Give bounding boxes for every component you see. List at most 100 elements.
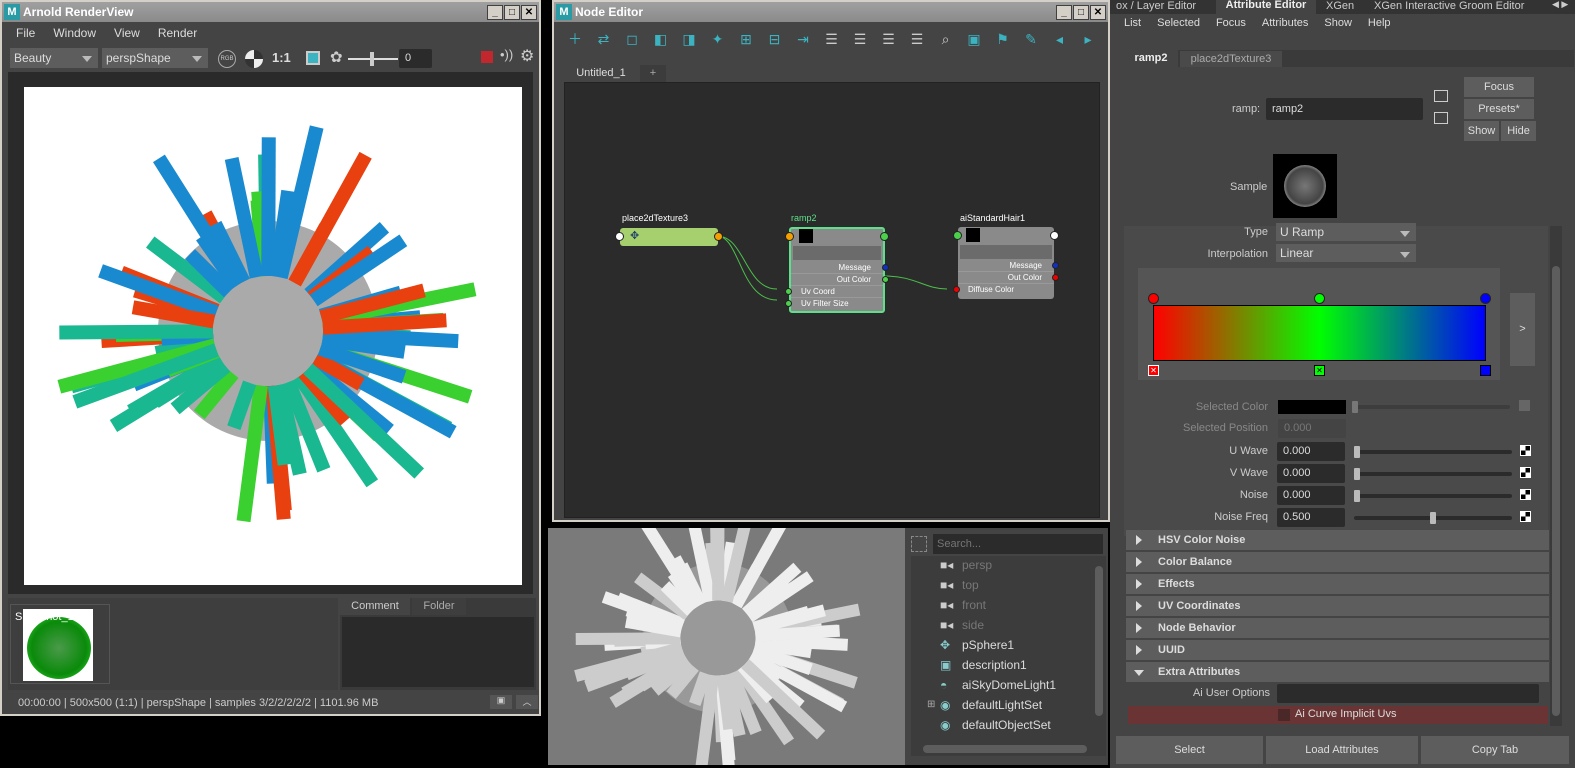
node-graph[interactable]: place2dTexture3 ✥ ramp2 Message Out Colo… bbox=[564, 82, 1100, 518]
ramp-name-field[interactable]: ramp2 bbox=[1266, 98, 1423, 120]
outliner-item[interactable]: ▣ description1 bbox=[940, 655, 1027, 675]
layout-custom-icon[interactable]: ☰ bbox=[910, 31, 924, 47]
outliner-search-input[interactable] bbox=[933, 534, 1103, 554]
horizontal-scrollbar[interactable] bbox=[923, 745, 1087, 753]
ai-user-options-field[interactable] bbox=[1277, 684, 1539, 703]
tab-scroll-arrows[interactable]: ◀ ▶ bbox=[1552, 0, 1569, 9]
ramp-expand-button[interactable]: > bbox=[1510, 293, 1535, 366]
section-header[interactable]: Node Behavior bbox=[1126, 618, 1549, 638]
attr-value-field[interactable]: 0.000 bbox=[1277, 486, 1345, 505]
input-port[interactable] bbox=[953, 231, 962, 240]
menu-file[interactable]: File bbox=[16, 26, 36, 40]
comment-textarea[interactable] bbox=[342, 617, 534, 687]
tab-layer-editor[interactable]: ox / Layer Editor bbox=[1116, 0, 1197, 12]
menu-selected[interactable]: Selected bbox=[1157, 17, 1200, 29]
slider-handle[interactable] bbox=[1354, 446, 1360, 458]
vertical-scrollbar[interactable] bbox=[1095, 566, 1103, 716]
menu-help[interactable]: Help bbox=[1367, 17, 1391, 29]
settings-gear-icon[interactable]: ⚙ bbox=[520, 48, 535, 65]
port-uv-filter-size[interactable]: Uv Filter Size bbox=[801, 299, 849, 308]
slider-handle[interactable] bbox=[1354, 490, 1360, 502]
menu-view[interactable]: View bbox=[114, 26, 140, 40]
search-icon[interactable]: ⌕ bbox=[941, 31, 950, 47]
outliner-item[interactable]: ■◂ front bbox=[940, 595, 986, 615]
tab-untitled-1[interactable]: Untitled_1 bbox=[564, 64, 638, 82]
attr-slider[interactable] bbox=[1354, 446, 1512, 458]
attr-value-field[interactable]: 0.000 bbox=[1277, 464, 1345, 483]
rgb-channel-button[interactable]: RGB bbox=[218, 50, 236, 68]
menu-render[interactable]: Render bbox=[157, 26, 198, 40]
outliner-item[interactable]: ◓ aiSkyDomeLight1 bbox=[940, 675, 1056, 695]
region-icon[interactable] bbox=[306, 51, 320, 65]
output-connections-icon[interactable]: ◨ bbox=[682, 31, 696, 47]
attr-value-field[interactable]: 0.500 bbox=[1277, 508, 1345, 527]
menu-attributes[interactable]: Attributes bbox=[1261, 17, 1309, 29]
add-tab-button[interactable]: + bbox=[640, 65, 666, 82]
viewport[interactable] bbox=[548, 528, 905, 765]
port-message[interactable]: Message bbox=[958, 260, 1054, 272]
outliner-item[interactable]: ⊞ ◉ defaultLightSet bbox=[927, 695, 1042, 715]
input-port[interactable] bbox=[785, 232, 794, 241]
tab-ramp2[interactable]: ramp2 bbox=[1124, 50, 1178, 67]
add-node-icon[interactable]: ＋ bbox=[568, 31, 582, 47]
menu-window[interactable]: Window bbox=[53, 26, 97, 40]
focus-button[interactable]: Focus bbox=[1464, 77, 1534, 97]
add-selected-icon[interactable]: ⊞ bbox=[740, 31, 752, 47]
output-port[interactable] bbox=[1050, 231, 1059, 240]
show-button[interactable]: Show bbox=[1464, 121, 1499, 141]
close-button[interactable]: ✕ bbox=[1090, 4, 1106, 20]
menu-show[interactable]: Show bbox=[1324, 17, 1352, 29]
outliner-item[interactable]: ■◂ top bbox=[940, 575, 979, 595]
collapse-button[interactable]: ︿ bbox=[516, 695, 538, 709]
output-connections-icon[interactable] bbox=[1434, 112, 1448, 124]
section-header[interactable]: Extra Attributes bbox=[1126, 662, 1549, 682]
tab-place2dtexture3[interactable]: place2dTexture3 bbox=[1180, 51, 1282, 67]
layout-connected-icon[interactable]: ☰ bbox=[853, 31, 867, 47]
tab-folder[interactable]: Folder bbox=[412, 598, 466, 615]
outliner-item[interactable]: ✥ pSphere1 bbox=[940, 635, 1014, 655]
section-header[interactable]: Color Balance bbox=[1126, 552, 1549, 572]
input-connections-icon[interactable]: ◻ bbox=[626, 31, 638, 47]
section-header[interactable]: UV Coordinates bbox=[1126, 596, 1549, 616]
outliner-item[interactable]: ■◂ side bbox=[940, 615, 984, 635]
section-header[interactable]: UUID bbox=[1126, 640, 1549, 660]
tab-comment[interactable]: Comment bbox=[340, 598, 410, 615]
map-texture-icon[interactable] bbox=[1520, 467, 1531, 478]
outliner-item[interactable]: ■◂ persp bbox=[940, 555, 992, 575]
ramp-handle-red[interactable] bbox=[1148, 293, 1159, 304]
interpolation-dropdown[interactable]: Linear bbox=[1276, 244, 1416, 262]
ratio-button[interactable]: 1:1 bbox=[272, 50, 291, 65]
attr-value-field[interactable]: 0.000 bbox=[1277, 442, 1345, 461]
exposure-slider[interactable] bbox=[348, 52, 398, 66]
remove-selected-icon[interactable]: ⊟ bbox=[768, 31, 781, 47]
minimize-button[interactable]: _ bbox=[1056, 4, 1072, 20]
attr-slider[interactable] bbox=[1354, 468, 1512, 480]
selected-color-slider[interactable] bbox=[1352, 401, 1510, 413]
camera-dropdown[interactable]: perspShape bbox=[102, 48, 208, 68]
slider-handle[interactable] bbox=[1430, 512, 1436, 524]
ramp-delete-blue[interactable] bbox=[1480, 365, 1491, 376]
ramp-delete-green[interactable]: ✕ bbox=[1314, 365, 1325, 376]
selected-color-map-icon[interactable] bbox=[1519, 400, 1530, 411]
ramp-delete-red[interactable]: ✕ bbox=[1148, 365, 1159, 376]
frame-all-icon[interactable]: ✦ bbox=[711, 31, 724, 47]
node-place2dtexture3[interactable]: ✥ bbox=[615, 228, 723, 246]
input-port[interactable] bbox=[615, 232, 624, 241]
ramp-handle-blue[interactable] bbox=[1480, 293, 1491, 304]
bookmark-next-icon[interactable]: ▸ bbox=[1084, 31, 1092, 47]
section-header[interactable]: HSV Color Noise bbox=[1126, 530, 1549, 550]
minimize-button[interactable]: _ bbox=[487, 4, 503, 20]
close-button[interactable]: ✕ bbox=[521, 4, 537, 20]
selected-color-swatch[interactable] bbox=[1278, 400, 1346, 414]
stop-render-button[interactable] bbox=[481, 51, 493, 63]
bookmark-add-icon[interactable]: ⚑ bbox=[996, 31, 1009, 47]
swatch-icon[interactable]: ▣ bbox=[967, 31, 981, 47]
swap-icon[interactable]: ⇄ bbox=[597, 31, 610, 47]
exposure-field[interactable]: 0 bbox=[399, 49, 432, 68]
map-texture-icon[interactable] bbox=[1520, 445, 1531, 456]
map-texture-icon[interactable] bbox=[1520, 489, 1531, 500]
ae-scrollbar[interactable] bbox=[1550, 226, 1562, 726]
layout-full-icon[interactable]: ☰ bbox=[882, 31, 895, 47]
outliner-item[interactable]: ◉ defaultObjectSet bbox=[940, 715, 1051, 735]
expand-icon[interactable]: ⊞ bbox=[927, 699, 936, 710]
